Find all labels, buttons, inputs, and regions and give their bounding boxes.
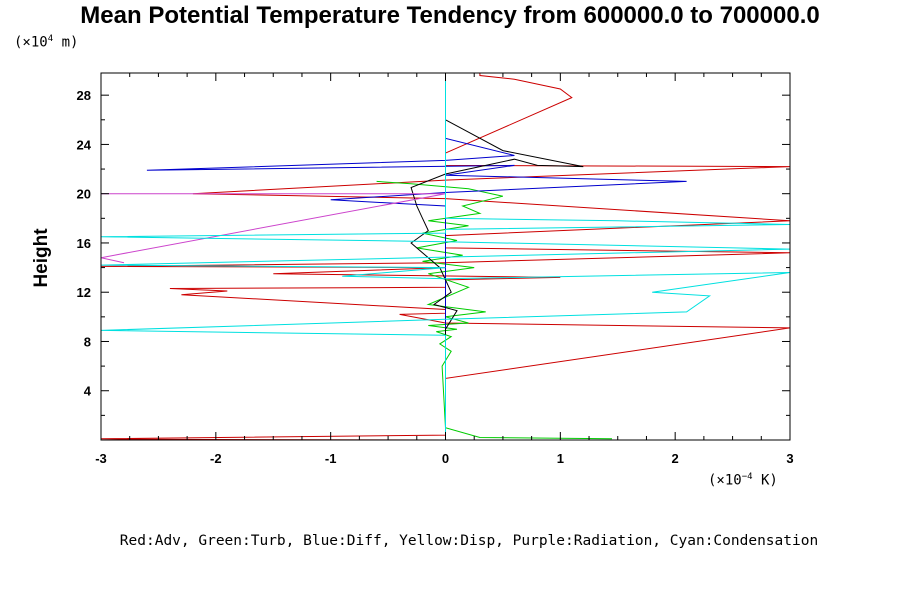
series-line-condensation: [101, 73, 790, 440]
x-tick-label: -1: [325, 451, 337, 466]
y-tick-label: 28: [77, 88, 91, 103]
x-tick-label: -3: [95, 451, 107, 466]
x-tick-label: 1: [557, 451, 564, 466]
x-axis-unit: (×10−4 K): [708, 472, 778, 489]
x-tick-label: 2: [672, 451, 679, 466]
y-unit-exponent: 4: [47, 34, 54, 44]
y-tick-label: 16: [77, 236, 91, 251]
y-unit-suffix: m): [53, 34, 79, 51]
y-tick-label: 8: [84, 334, 91, 349]
x-unit-exponent: −4: [741, 472, 753, 482]
chart-title: Mean Potential Temperature Tendency from…: [80, 2, 820, 29]
series-line-diff: [146, 73, 687, 440]
x-tick-label: -2: [210, 451, 222, 466]
y-axis-unit: (×104 m): [14, 34, 78, 51]
x-unit-suffix: K): [752, 472, 778, 489]
series-line-radiation: [101, 193, 446, 264]
legend: Red:Adv, Green:Turb, Blue:Diff, Yellow:D…: [119, 533, 819, 549]
series-line-turb: [376, 180, 613, 440]
series-line-net: [410, 73, 584, 440]
y-tick-label: 20: [77, 187, 91, 202]
x-unit-prefix: (×10: [708, 472, 742, 489]
y-tick-label: 24: [77, 137, 92, 152]
x-tick-label: 3: [786, 451, 793, 466]
y-tick-label: 4: [84, 384, 92, 399]
y-unit-prefix: (×10: [14, 34, 48, 51]
y-tick-label: 12: [77, 285, 91, 300]
x-tick-label: 0: [442, 451, 449, 466]
